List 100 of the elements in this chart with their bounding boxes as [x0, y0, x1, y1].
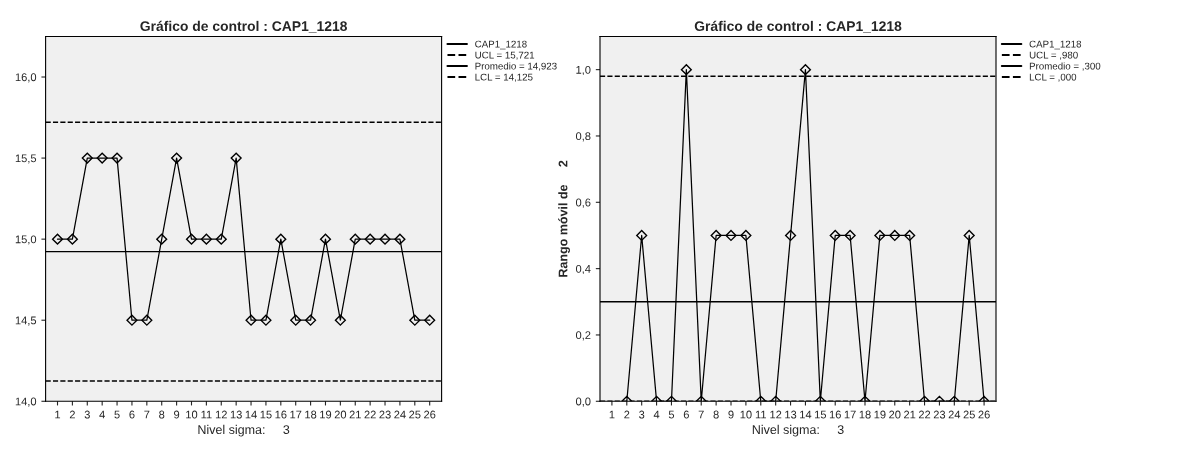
point — [409, 314, 421, 326]
legend-label: CAP1_1218 — [475, 40, 527, 50]
point — [245, 314, 257, 326]
point — [141, 314, 153, 326]
y-tick-label: 15,0 — [15, 235, 37, 245]
x-tick-label: 6 — [129, 410, 135, 419]
x-tick-label: 2 — [69, 410, 75, 419]
x-tick-label: 18 — [859, 410, 871, 419]
point — [126, 314, 138, 326]
x-tick-label: 13 — [785, 410, 797, 419]
x-tick-label: 12 — [770, 410, 782, 419]
y-tick-label: 0,4 — [575, 264, 591, 275]
x-tick-label: 23 — [933, 410, 946, 419]
point — [230, 152, 242, 164]
x-tick-label: 24 — [394, 410, 406, 419]
x-tick-label: 17 — [844, 410, 856, 419]
point — [215, 233, 227, 245]
point — [81, 152, 93, 164]
x-tick-label: 7 — [144, 410, 150, 419]
y-tick-label: 0,8 — [575, 132, 591, 142]
point — [379, 233, 391, 245]
point — [304, 314, 317, 326]
x-tick-label: 26 — [424, 410, 436, 419]
x-tick-label: 10 — [186, 410, 198, 419]
legend-label: UCL = ,980 — [1029, 51, 1078, 60]
x-tick-label: 17 — [290, 410, 302, 419]
point — [51, 233, 64, 245]
x-tick-label: 15 — [815, 410, 827, 419]
y-tick-label: 16,0 — [15, 73, 37, 83]
x-tick-label: 5 — [668, 410, 675, 419]
point — [96, 152, 108, 164]
x-tick-label: 15 — [260, 410, 272, 419]
y-tick-label: 0,6 — [575, 198, 591, 208]
legend-label: UCL = 15,721 — [475, 51, 535, 60]
legend-label: LCL = 14,125 — [475, 73, 533, 82]
y-tick-label: 15,5 — [15, 154, 37, 164]
x-tick-label: 16 — [275, 410, 287, 419]
point — [200, 233, 212, 245]
x-tick-label: 22 — [918, 410, 931, 419]
x-tick-label: 20 — [334, 410, 347, 419]
x-tick-label: 9 — [728, 410, 734, 419]
x-tick-label: 21 — [904, 410, 916, 419]
point — [319, 233, 332, 245]
point — [394, 233, 406, 245]
x-tick-label: 25 — [409, 410, 421, 419]
y-tick-label: 14,5 — [15, 316, 37, 326]
x-tick-label: 2 — [624, 410, 630, 419]
x-tick-label: 7 — [698, 410, 704, 419]
point — [290, 314, 302, 326]
x-tick-label: 16 — [829, 410, 841, 419]
x-tick-label: 1 — [55, 410, 61, 419]
x-tick-label: 4 — [653, 410, 660, 419]
y-tick-label: 1,0 — [576, 65, 591, 76]
x-tick-label: 14 — [245, 410, 257, 419]
x-tick-label: 6 — [683, 410, 689, 419]
x-tick-label: 10 — [740, 410, 752, 419]
point — [185, 233, 198, 245]
x-tick-label: 21 — [349, 410, 361, 419]
point — [171, 152, 183, 164]
x-tick-label: 3 — [84, 410, 90, 419]
y-tick-label: 0,0 — [575, 397, 591, 407]
point — [275, 233, 287, 245]
x-tick-label: 25 — [963, 410, 975, 419]
x-tick-label: 3 — [639, 410, 645, 419]
y-tick-label: 14,0 — [15, 397, 37, 407]
x-tick-label: 12 — [215, 410, 227, 419]
x-tick-label: 19 — [874, 410, 886, 419]
x-tick-label: 19 — [320, 410, 332, 419]
point — [156, 233, 168, 245]
x-axis-title: Nivel sigma: 3 — [198, 424, 290, 437]
legend-label: Promedio = ,300 — [1029, 62, 1101, 71]
x-tick-label: 23 — [379, 410, 391, 419]
point — [66, 233, 79, 245]
point — [349, 233, 361, 245]
x-tick-label: 13 — [230, 410, 242, 419]
x-tick-label: 9 — [174, 410, 180, 419]
legend-label: CAP1_1218 — [1029, 40, 1082, 50]
x-tick-label: 24 — [948, 410, 961, 419]
point — [424, 314, 436, 326]
chart-title: Gráfico de control : CAP1_1218 — [140, 20, 347, 33]
x-tick-label: 4 — [99, 410, 105, 419]
x-tick-label: 26 — [978, 410, 990, 419]
y-tick-label: 0,2 — [575, 331, 591, 341]
point — [364, 233, 376, 245]
x-tick-label: 8 — [713, 410, 719, 419]
x-tick-label: 11 — [755, 410, 767, 419]
x-tick-label: 22 — [364, 410, 376, 419]
x-tick-label: 1 — [609, 410, 615, 419]
x-tick-label: 5 — [114, 410, 120, 419]
chart-title: Gráfico de control : CAP1_1218 — [694, 20, 902, 33]
x-tick-label: 14 — [800, 410, 812, 419]
point — [260, 314, 272, 326]
point — [334, 314, 346, 326]
point — [111, 152, 123, 164]
x-tick-label: 20 — [889, 410, 901, 419]
x-tick-label: 8 — [159, 410, 165, 419]
x-axis-title: Nivel sigma: 3 — [752, 424, 844, 437]
x-tick-label: 11 — [201, 410, 212, 419]
y-axis-title: Rango móvil de 2 — [558, 160, 570, 277]
legend-label: LCL = ,000 — [1029, 73, 1077, 82]
